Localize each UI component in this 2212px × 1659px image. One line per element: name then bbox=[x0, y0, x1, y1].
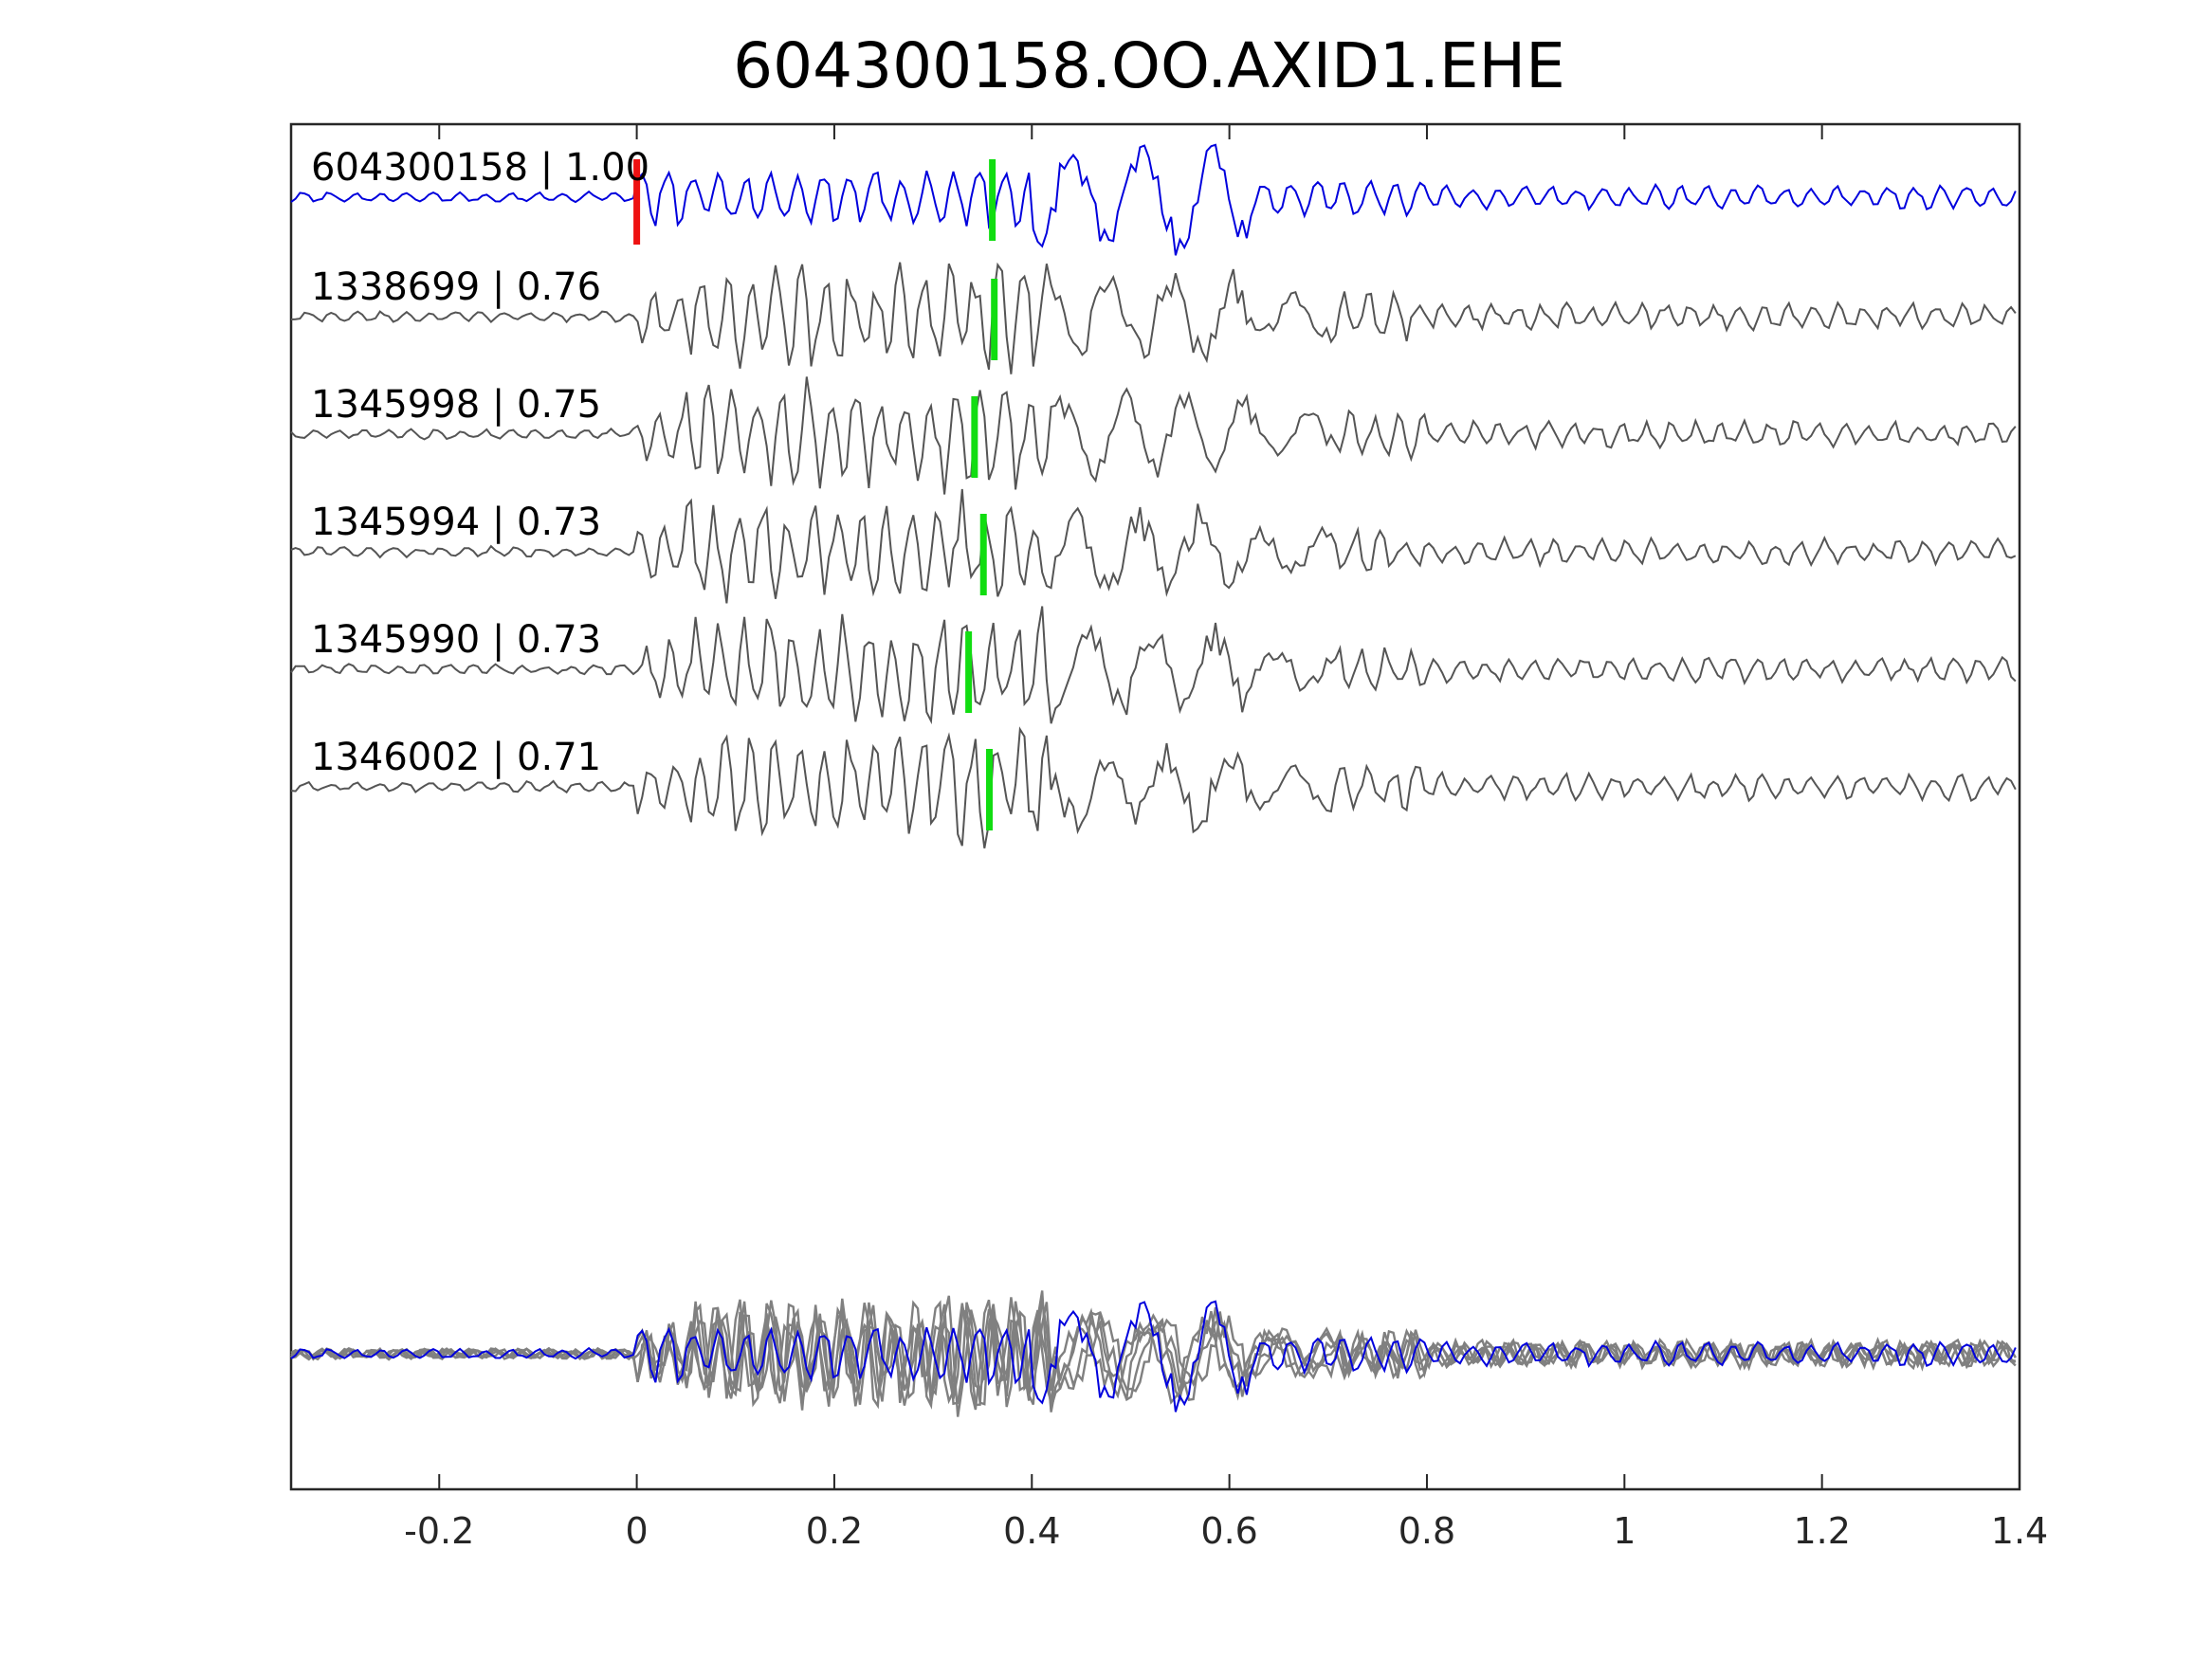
trace-line bbox=[290, 606, 2017, 725]
plot-area bbox=[289, 122, 2021, 1491]
chart-title: 604300158.OO.AXID1.EHE bbox=[733, 29, 1565, 102]
x-tick-label: 0.4 bbox=[1003, 1510, 1060, 1552]
x-tick-label: 0 bbox=[626, 1510, 649, 1552]
trace-line bbox=[290, 376, 2017, 495]
x-tick-label: 0.8 bbox=[1398, 1510, 1455, 1552]
trace-label: 1345990 | 0.73 bbox=[311, 618, 601, 662]
x-tick-label: 1 bbox=[1613, 1510, 1636, 1552]
trace-labels: 604300158 | 1.00 1338699 | 0.76 1345998 | … bbox=[311, 146, 649, 779]
trace-label: 1345994 | 0.73 bbox=[311, 501, 601, 544]
trace-label: 604300158 | 1.00 bbox=[311, 146, 649, 190]
trace-line bbox=[290, 488, 2017, 604]
traces-group bbox=[290, 143, 2017, 848]
x-tick-label: 0.6 bbox=[1200, 1510, 1257, 1552]
x-axis: -0.2 0 0.2 0.4 0.6 0.8 1 1.2 1.4 bbox=[404, 124, 2048, 1552]
trace-line bbox=[290, 262, 2017, 374]
overlay-group bbox=[290, 1290, 2017, 1417]
trace-label: 1338699 | 0.76 bbox=[311, 265, 601, 309]
trace-label: 1346002 | 0.71 bbox=[311, 736, 601, 779]
trace-line bbox=[290, 143, 2017, 256]
x-tick-label: 1.2 bbox=[1793, 1510, 1850, 1552]
trace-label: 1345998 | 0.75 bbox=[311, 383, 601, 427]
overlay-template-trace bbox=[290, 1300, 2017, 1413]
picks-group bbox=[633, 159, 998, 830]
x-tick-label: -0.2 bbox=[404, 1510, 474, 1552]
trace-line bbox=[290, 726, 2017, 848]
x-tick-label: 1.4 bbox=[1991, 1510, 2048, 1552]
overlay-trace bbox=[290, 1300, 2017, 1413]
x-tick-label: 0.2 bbox=[806, 1510, 863, 1552]
